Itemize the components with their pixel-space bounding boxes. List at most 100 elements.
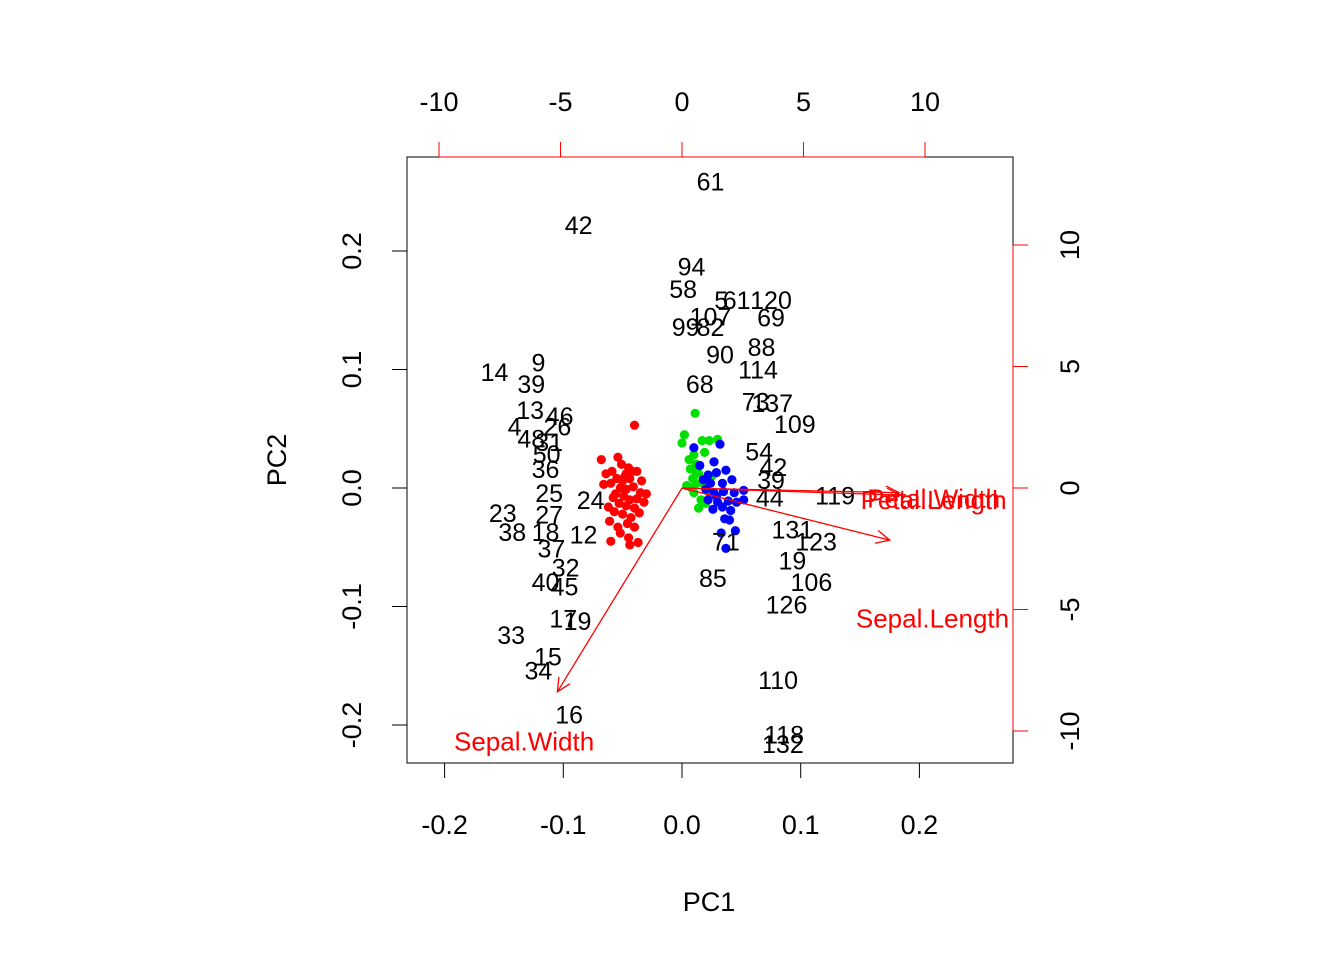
data-point <box>711 468 722 478</box>
data-point <box>616 459 627 469</box>
loading-label: Petal.Length <box>861 485 1007 515</box>
observation-label: 23 <box>489 500 517 528</box>
loading-label: Sepal.Length <box>856 603 1009 633</box>
observation-label: 68 <box>686 371 714 399</box>
data-point <box>721 543 731 554</box>
observation-label: 32 <box>552 555 580 583</box>
data-point <box>677 438 687 448</box>
data-point <box>689 488 699 498</box>
observation-label: 137 <box>751 390 793 418</box>
loading-arrow-head <box>886 487 902 502</box>
observation-label: 107 <box>690 303 732 331</box>
observation-label: 132 <box>762 731 804 759</box>
observation-label: 27 <box>535 501 563 529</box>
observation-label: 38 <box>498 519 526 547</box>
top-tick-label: 0 <box>674 87 689 117</box>
data-point <box>639 497 649 507</box>
data-point <box>695 460 705 471</box>
data-point <box>700 447 710 457</box>
observation-label: 5 <box>714 287 728 315</box>
y-tick-label: 0.0 <box>337 469 367 507</box>
loading-arrow-head <box>874 530 892 544</box>
right-tick-label: -10 <box>1055 711 1085 750</box>
observation-label: 90 <box>706 341 734 369</box>
observation-label: 69 <box>757 305 785 333</box>
observation-label: 25 <box>535 480 563 508</box>
loading-label: Petal.Width <box>867 484 1000 514</box>
observation-label: 9 <box>531 350 545 378</box>
data-point <box>632 494 642 504</box>
loading-arrow-head <box>556 676 571 694</box>
observation-label: 48 <box>517 425 545 453</box>
data-point <box>629 522 640 532</box>
observation-label: 33 <box>497 622 525 650</box>
data-point <box>717 478 728 488</box>
data-point <box>621 484 631 494</box>
observation-label: 17 <box>549 606 577 634</box>
observation-label: 123 <box>795 529 837 557</box>
data-point <box>605 516 615 526</box>
right-tick-label: 5 <box>1055 359 1085 374</box>
data-point <box>613 452 623 462</box>
observation-label: 19 <box>778 548 806 576</box>
observation-label: 4 <box>508 414 522 442</box>
data-point <box>721 465 731 475</box>
observation-label: 131 <box>772 517 814 545</box>
observation-label: 106 <box>791 569 833 597</box>
observation-label: 71 <box>712 529 740 557</box>
observation-label: 88 <box>748 334 776 362</box>
data-point <box>632 466 642 476</box>
data-point <box>727 475 737 485</box>
observation-label: 50 <box>533 441 561 469</box>
right-tick-label: 0 <box>1055 480 1085 495</box>
observation-label: 42 <box>565 212 593 240</box>
x-tick-label: -0.1 <box>540 810 587 840</box>
data-point <box>601 469 611 479</box>
loading-arrow-line <box>681 487 900 494</box>
data-point <box>622 518 633 529</box>
data-point <box>694 503 704 513</box>
observation-label: 31 <box>535 429 563 457</box>
observation-label: 99 <box>672 314 700 342</box>
observation-label: 14 <box>481 359 509 387</box>
data-point <box>608 492 618 503</box>
data-point <box>704 436 714 446</box>
observation-label: 85 <box>699 565 727 593</box>
observation-label: 61 <box>723 287 751 315</box>
observation-label: 58 <box>669 276 697 304</box>
observation-label: 54 <box>745 438 773 466</box>
observation-label: 16 <box>555 702 583 730</box>
loading-arrow-head <box>885 485 901 500</box>
data-point <box>599 479 609 489</box>
data-point <box>620 471 630 481</box>
data-point <box>685 464 695 474</box>
right-tick-label: -5 <box>1055 597 1085 621</box>
observation-label: 45 <box>551 574 579 602</box>
data-point <box>641 489 652 499</box>
data-point <box>606 536 616 546</box>
observation-label: 109 <box>774 411 816 439</box>
observation-label: 114 <box>738 357 778 385</box>
data-point <box>708 504 718 514</box>
observation-label: 94 <box>678 254 706 282</box>
x-tick-label: -0.2 <box>421 810 468 840</box>
data-point <box>715 439 725 449</box>
y-axis: -0.2 -0.1 0.0 0.1 0.2 <box>337 232 408 749</box>
observation-label: 40 <box>532 569 560 597</box>
observation-label: 120 <box>750 287 792 315</box>
x-tick-label: 0.2 <box>901 810 939 840</box>
observation-label: 39 <box>517 371 545 399</box>
data-point <box>726 505 736 516</box>
observation-label: 118 <box>764 722 804 750</box>
right-axis: -10 -5 0 5 10 <box>1012 230 1085 751</box>
top-tick-label: -10 <box>419 87 458 117</box>
observation-label: 110 <box>758 667 798 695</box>
x-axis: -0.2 -0.1 0.0 0.1 0.2 <box>421 762 939 840</box>
y-tick-label: -0.2 <box>337 702 367 749</box>
data-point <box>624 533 634 543</box>
observation-label: 73 <box>742 389 770 417</box>
loading-label: Sepal.Width <box>454 727 594 757</box>
